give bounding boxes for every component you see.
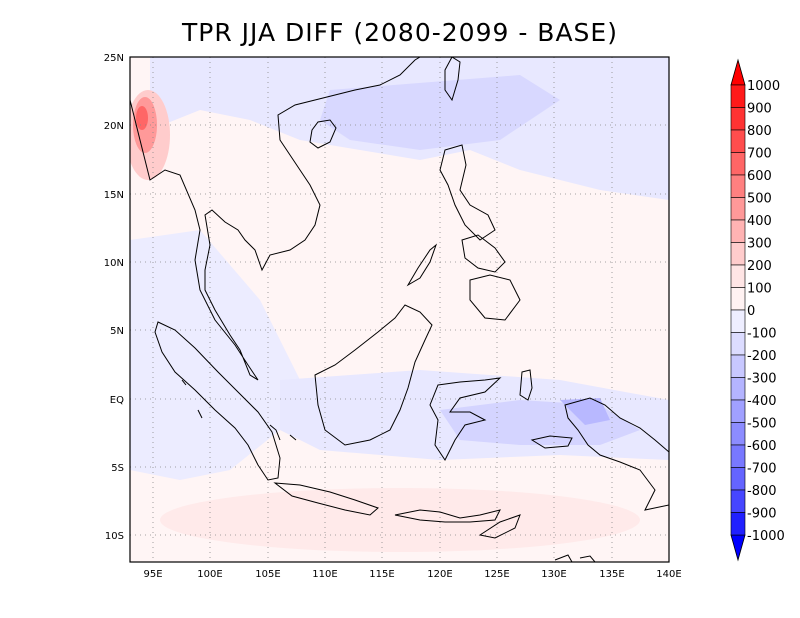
colorbar-swatch — [730, 174, 746, 198]
x-tick-label: 125E — [484, 569, 509, 580]
colorbar-label: -100 — [747, 327, 777, 342]
x-tick-label: 135E — [599, 569, 624, 580]
visayas-islands — [461, 234, 506, 273]
x-tick-label: 105E — [255, 569, 280, 580]
colorbar-swatch — [730, 332, 746, 356]
colorbar-label: -300 — [747, 372, 777, 387]
mindanao-island — [469, 274, 521, 321]
hainan-island — [309, 119, 337, 149]
colorbar-swatch — [730, 219, 746, 243]
sumatra-island — [154, 321, 281, 481]
coastlines — [130, 57, 669, 562]
precip-diff-field — [130, 57, 669, 552]
lesser-sunda-islands — [394, 509, 501, 523]
colorbar-swatch — [730, 467, 746, 491]
colorbar-label: -500 — [747, 417, 777, 432]
colorbar-label: -800 — [747, 484, 777, 499]
x-tick-label: 100E — [197, 569, 222, 580]
colorbar-label: -900 — [747, 507, 777, 522]
x-tick-label: 95E — [143, 569, 162, 580]
x-axis: 95E 100E 105E 110E 115E 120E 125E 130E 1… — [143, 569, 681, 580]
mainland-coast — [130, 57, 421, 381]
colorbar-label: 400 — [747, 214, 772, 229]
colorbar-swatch — [730, 489, 746, 513]
colorbar-top-arrow — [730, 58, 746, 86]
y-tick-label: 10N — [104, 258, 124, 269]
colorbar-label: 900 — [747, 102, 772, 117]
colorbar-swatch — [730, 264, 746, 288]
colorbar-swatch — [730, 309, 746, 333]
colorbar-label: -400 — [747, 394, 777, 409]
positive-anomaly-south — [160, 488, 640, 552]
colorbar-label: -200 — [747, 349, 777, 364]
luzon-island — [439, 144, 496, 241]
colorbar-label: 300 — [747, 237, 772, 252]
seram-island — [530, 435, 573, 449]
y-tick-label: 10S — [105, 531, 124, 542]
positive-anomaly-myanmar-peak — [136, 106, 148, 130]
taiwan-island — [444, 57, 461, 102]
south-small-islands — [554, 554, 596, 562]
colorbar-label: 500 — [747, 192, 772, 207]
colorbar-swatch — [730, 354, 746, 378]
x-tick-label: 140E — [656, 569, 681, 580]
y-axis: 25N 20N 15N 10N 5N EQ 5S 10S — [104, 53, 124, 542]
plot-frame — [129, 56, 670, 563]
y-tick-label: 5S — [111, 463, 124, 474]
x-tick-label: 115E — [369, 569, 394, 580]
timor-island — [478, 514, 521, 539]
x-tick-label: 120E — [427, 569, 452, 580]
y-tick-label: 15N — [104, 190, 124, 201]
map-title: TPR JJA DIFF (2080-2099 - BASE) — [182, 18, 618, 47]
colorbar-swatch — [730, 129, 746, 153]
colorbar-swatch — [730, 197, 746, 221]
y-tick-label: 25N — [104, 53, 124, 64]
sulawesi-island — [429, 377, 502, 461]
colorbar-label: 200 — [747, 259, 772, 274]
halmahera-island — [519, 369, 533, 401]
colorbar-swatch — [730, 242, 746, 266]
colorbar-label: -600 — [747, 439, 777, 454]
x-tick-label: 110E — [312, 569, 337, 580]
colorbar-label: 1000 — [747, 79, 780, 94]
colorbar-label: -700 — [747, 462, 777, 477]
colorbar-swatch — [730, 444, 746, 468]
y-tick-label: 20N — [104, 121, 124, 132]
colorbar-swatch — [730, 377, 746, 401]
x-tick-label: 130E — [541, 569, 566, 580]
y-tick-label: EQ — [110, 395, 124, 406]
colorbar-label: 800 — [747, 124, 772, 139]
negative-anomaly-west — [130, 230, 300, 480]
colorbar-swatch — [730, 512, 746, 536]
new-guinea-coast — [564, 397, 669, 511]
borneo-island — [314, 304, 433, 446]
colorbar-label: 100 — [747, 282, 772, 297]
colorbar-swatch — [730, 107, 746, 131]
colorbar-label: 600 — [747, 169, 772, 184]
colorbar-swatch — [730, 287, 746, 311]
negative-anomaly-strong — [560, 398, 610, 425]
colorbar-swatch — [730, 399, 746, 423]
colorbar-bottom-arrow — [730, 534, 746, 562]
colorbar: 10009008007006005004003002001000-100-200… — [730, 58, 785, 562]
map-plot — [129, 56, 670, 563]
colorbar-swatch — [730, 422, 746, 446]
colorbar-swatch — [730, 84, 746, 108]
colorbar-label: 700 — [747, 147, 772, 162]
small-islands-west — [181, 379, 297, 441]
colorbar-swatch — [730, 152, 746, 176]
java-island — [273, 482, 379, 516]
colorbar-label: 0 — [747, 304, 755, 319]
gridlines — [130, 57, 669, 562]
palawan-island — [406, 243, 438, 287]
y-tick-label: 5N — [110, 326, 124, 337]
colorbar-label: -1000 — [747, 529, 785, 544]
